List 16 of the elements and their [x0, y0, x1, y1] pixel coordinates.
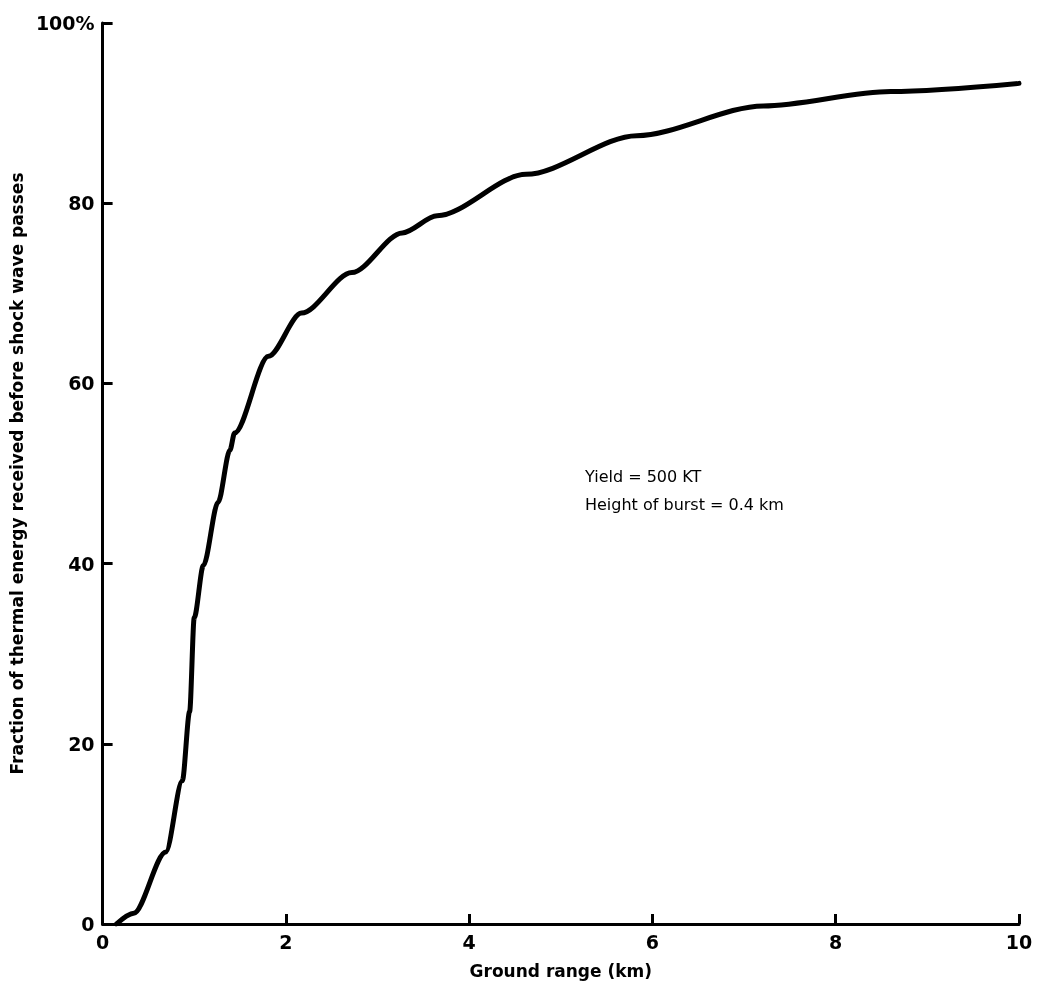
y-axis-title: Fraction of thermal energy received before shock wave passes — [6, 172, 27, 775]
annotation: Height of burst = 0.4 km — [585, 494, 784, 514]
x-axis-title: Ground range (km) — [469, 960, 653, 981]
annotation: Yield = 500 KT — [584, 466, 702, 486]
y-tick-label: 100% — [35, 12, 95, 34]
y-tick-label: 60 — [68, 372, 95, 395]
x-tick-label: 2 — [279, 930, 293, 953]
y-tick-label: 80 — [68, 192, 95, 215]
y-tick-label: 0 — [81, 913, 95, 935]
y-tick-label: 20 — [68, 732, 95, 755]
x-tick-label: 10 — [1005, 930, 1033, 953]
x-tick-label: 6 — [645, 930, 660, 953]
y-tick-label: 40 — [68, 552, 95, 575]
x-tick-label: 0 — [95, 930, 110, 953]
x-tick-label: 8 — [829, 930, 843, 953]
x-tick-label: 4 — [462, 930, 476, 953]
